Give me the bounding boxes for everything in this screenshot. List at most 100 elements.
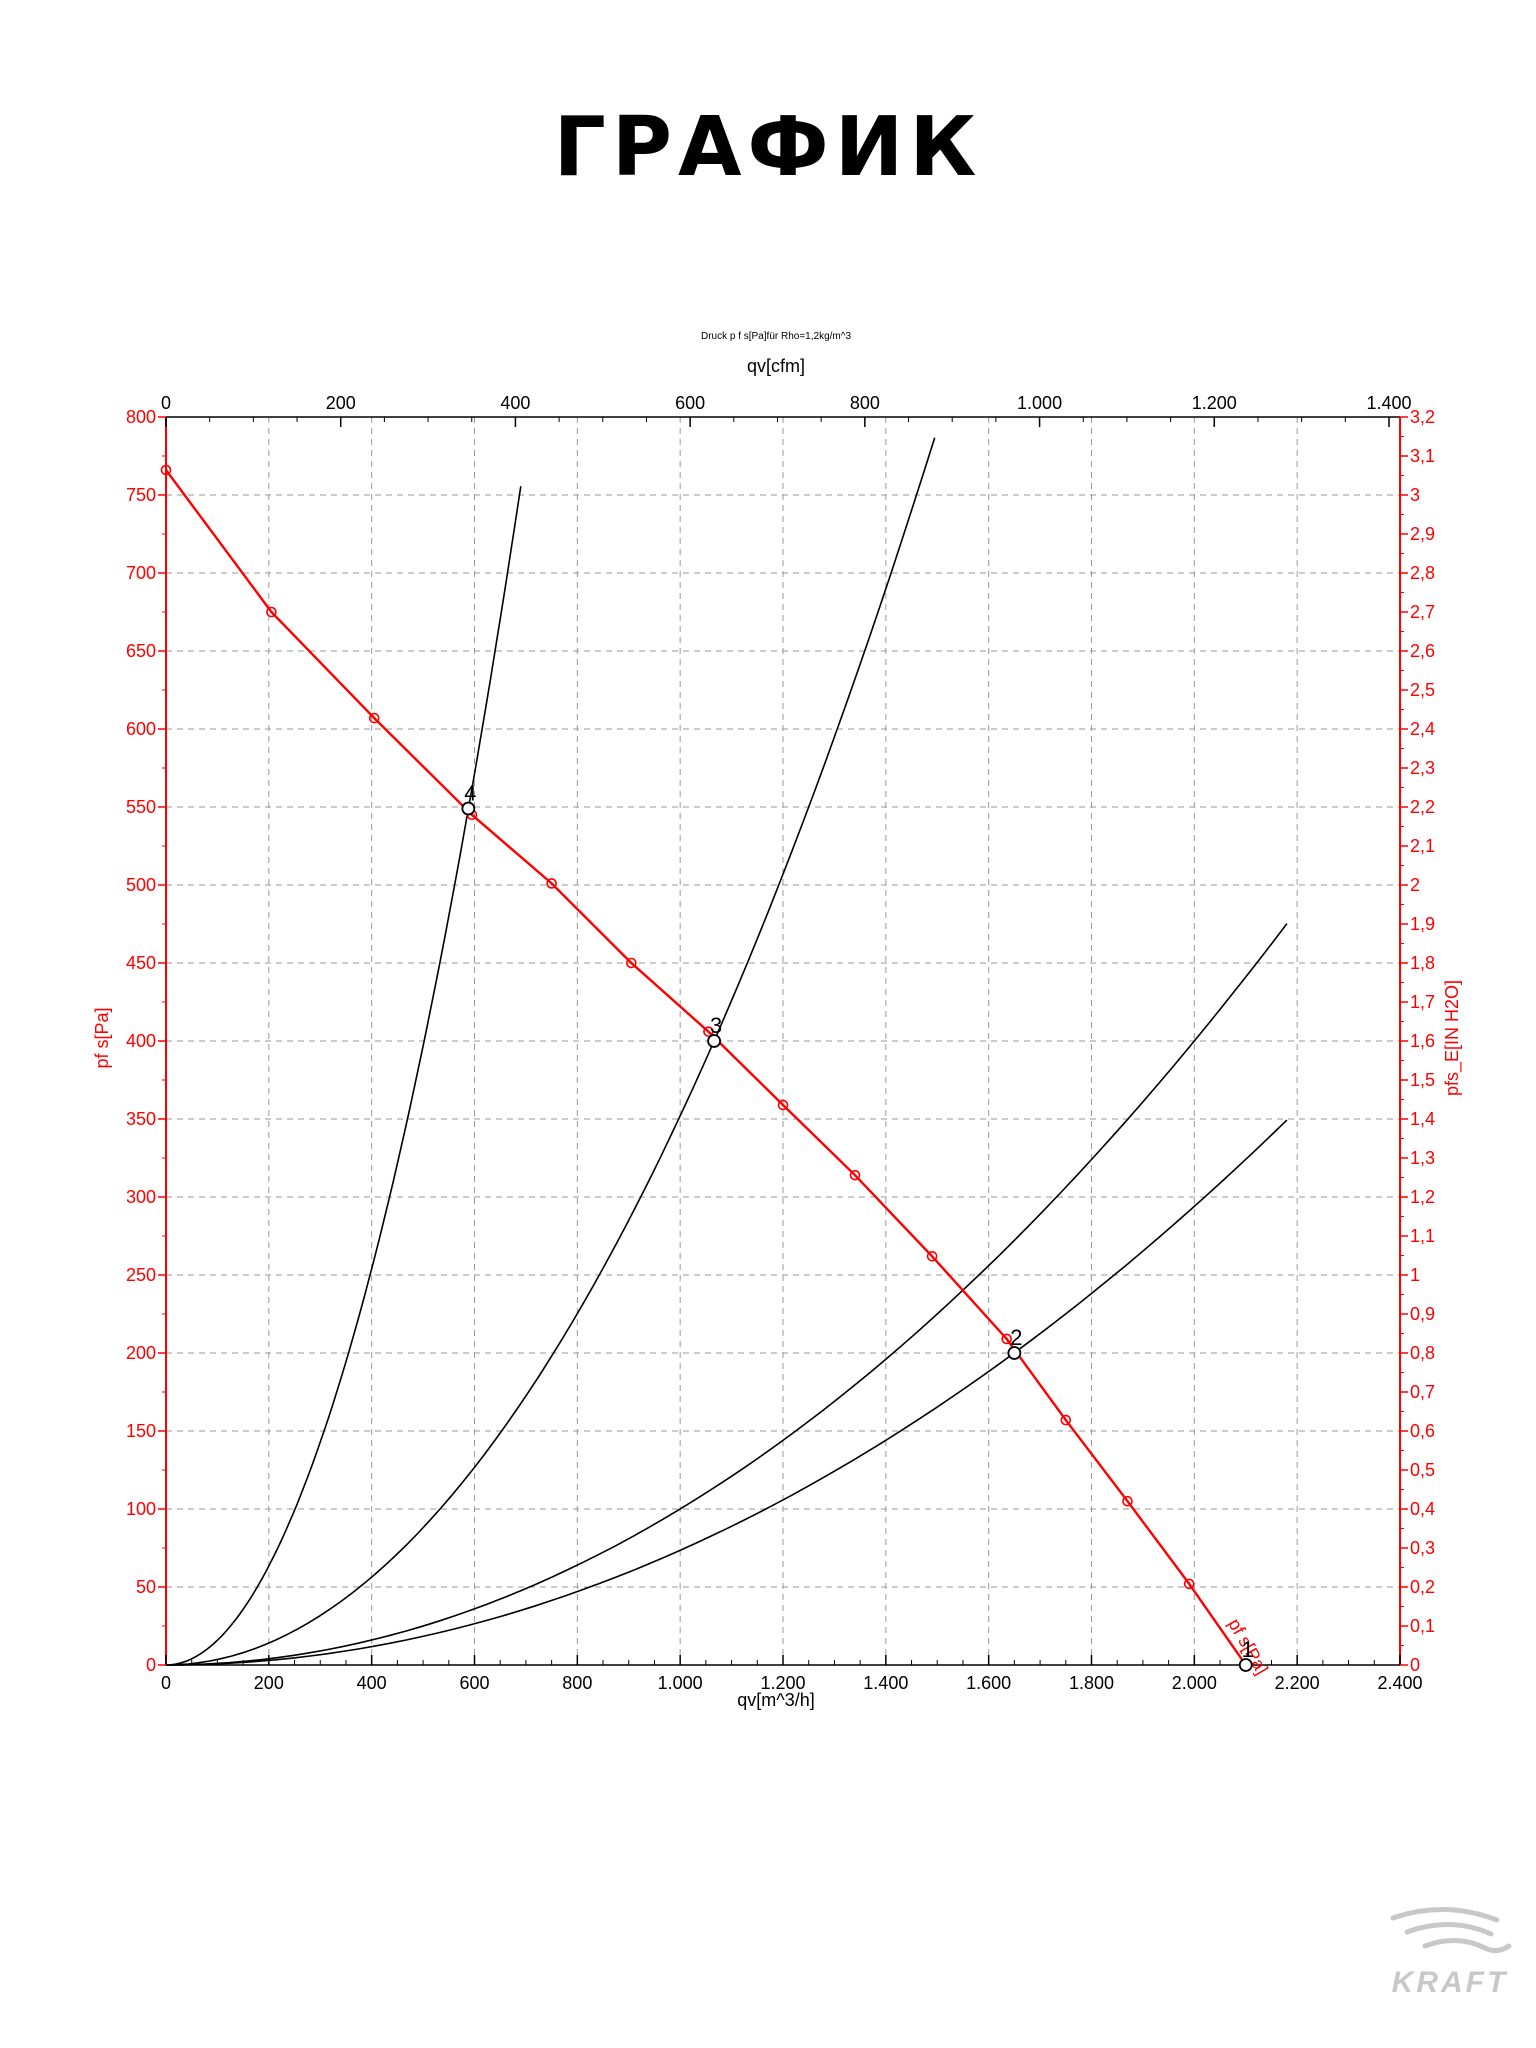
y-right-tick-label: 2,5 bbox=[1410, 680, 1435, 700]
operating-point-label-3: 3 bbox=[710, 1013, 722, 1038]
y-left-tick-label: 300 bbox=[126, 1187, 156, 1207]
y-right-tick-label: 2,6 bbox=[1410, 641, 1435, 661]
y-right-tick-label: 2 bbox=[1410, 875, 1420, 895]
grid bbox=[166, 417, 1400, 1665]
fan-curve-marker bbox=[1183, 1578, 1195, 1590]
fan-curve-marker-dot bbox=[1064, 1418, 1067, 1422]
y-left-tick-label: 350 bbox=[126, 1109, 156, 1129]
y-right-tick-label: 2,9 bbox=[1410, 524, 1435, 544]
chart-title: Druck p f s[Pa]für Rho=1,2kg/m^3 bbox=[701, 331, 851, 342]
fan-curve-marker-dot bbox=[1126, 1500, 1129, 1503]
x-top-axis-label: qv[cfm] bbox=[747, 356, 805, 376]
x-bottom-tick-label: 0 bbox=[161, 1673, 171, 1693]
x-top-tick-label: 1.400 bbox=[1366, 393, 1411, 413]
y-right-tick-label: 3,2 bbox=[1410, 407, 1435, 427]
y-left-tick-label: 200 bbox=[126, 1343, 156, 1363]
operating-point-1 bbox=[1238, 1658, 1253, 1672]
x-bottom-tick-label: 400 bbox=[357, 1673, 387, 1693]
fan-curve-marker bbox=[368, 712, 380, 724]
system-curve-4 bbox=[165, 486, 522, 1666]
x-bottom-tick-label: 2.400 bbox=[1377, 1673, 1422, 1693]
x-top-tick-label: 0 bbox=[161, 393, 171, 413]
x-bottom-tick-label: 1.000 bbox=[658, 1673, 703, 1693]
y-left-tick-label: 500 bbox=[126, 875, 156, 895]
y-right-tick-label: 1 bbox=[1410, 1265, 1420, 1285]
x-bottom-tick-label: 1.600 bbox=[966, 1673, 1011, 1693]
y-right-tick-label: 0,4 bbox=[1410, 1499, 1435, 1519]
fan-curve-marker bbox=[926, 1250, 938, 1262]
fan-curve-marker bbox=[1060, 1414, 1072, 1426]
operating-point-label-2: 2 bbox=[1010, 1325, 1022, 1350]
y-left-tick-label: 750 bbox=[126, 485, 156, 505]
x-bottom-tick-label: 2.200 bbox=[1275, 1673, 1320, 1693]
y-right-tick-label: 1,3 bbox=[1410, 1148, 1435, 1168]
fan-curve-marker-dot bbox=[853, 1173, 857, 1177]
fan-curve-marker bbox=[849, 1169, 861, 1181]
y-right-tick-label: 3 bbox=[1410, 485, 1420, 505]
logo-text: KRAFT bbox=[1392, 1966, 1509, 1999]
y-right-tick-label: 2,1 bbox=[1410, 836, 1435, 856]
system-curve-1 bbox=[165, 923, 1288, 1666]
fan-curve-marker-dot bbox=[707, 1030, 710, 1033]
operating-point-label-1: 1 bbox=[1242, 1637, 1254, 1662]
x-top-tick-label: 800 bbox=[850, 393, 880, 413]
fan-curve-marker bbox=[777, 1099, 789, 1111]
x-bottom-tick-label: 200 bbox=[254, 1673, 284, 1693]
y-right-tick-label: 2,2 bbox=[1410, 797, 1435, 817]
y-right-tick-label: 0 bbox=[1410, 1655, 1420, 1675]
x-top-tick-label: 1.200 bbox=[1192, 393, 1237, 413]
y-right-tick-label: 1,1 bbox=[1410, 1226, 1435, 1246]
operating-point-2 bbox=[1007, 1346, 1022, 1360]
operating-point-4 bbox=[461, 801, 476, 816]
fan-curve-marker bbox=[1001, 1333, 1012, 1345]
y-right-tick-label: 0,5 bbox=[1410, 1460, 1435, 1480]
system-curve-3 bbox=[165, 437, 936, 1666]
y-left-tick-label: 100 bbox=[126, 1499, 156, 1519]
y-left-tick-label: 150 bbox=[126, 1421, 156, 1441]
operating-point-label-4: 4 bbox=[464, 781, 476, 806]
y-left-tick-label: 50 bbox=[136, 1577, 156, 1597]
y-right-axis-label: pfs_E[IN H2O] bbox=[1442, 980, 1463, 1096]
fan-curve-marker bbox=[160, 464, 172, 476]
y-right-tick-label: 2,8 bbox=[1410, 563, 1435, 583]
x-bottom-tick-label: 1.800 bbox=[1069, 1673, 1114, 1693]
fan-curve-marker-dot bbox=[1005, 1337, 1008, 1341]
fan-curve-marker-dot bbox=[1187, 1582, 1191, 1586]
y-right-tick-label: 0,2 bbox=[1410, 1577, 1435, 1597]
x-top-tick-label: 1.000 bbox=[1017, 393, 1062, 413]
x-bottom-tick-label: 800 bbox=[562, 1673, 592, 1693]
operating-points: 1 2 3 4 bbox=[461, 781, 1254, 1672]
kraft-logo: KRAFT bbox=[1390, 1906, 1512, 1999]
x-bottom-tick-label: 1.200 bbox=[760, 1673, 805, 1693]
fan-curve-marker bbox=[703, 1026, 714, 1037]
y-right-tick-label: 0,7 bbox=[1410, 1382, 1435, 1402]
eagle-wing-icon bbox=[1390, 1906, 1512, 1954]
y-right-tick-label: 0,1 bbox=[1410, 1616, 1435, 1636]
y-right-tick-label: 1,8 bbox=[1410, 953, 1435, 973]
y-right-tick-label: 2,7 bbox=[1410, 602, 1435, 622]
y-right-tick-label: 3,1 bbox=[1410, 446, 1435, 466]
x-bottom-tick-label: 1.400 bbox=[863, 1673, 908, 1693]
y-left-tick-label: 800 bbox=[126, 407, 156, 427]
y-right-tick-label: 1,2 bbox=[1410, 1187, 1435, 1207]
y-left-tick-label: 400 bbox=[126, 1031, 156, 1051]
y-left-tick-label: 600 bbox=[126, 719, 156, 739]
fan-curve-marker-dot bbox=[270, 610, 273, 614]
x-bottom-tick-label: 2.000 bbox=[1172, 1673, 1217, 1693]
y-right-tick-label: 1,4 bbox=[1410, 1109, 1435, 1129]
x-bottom-axis-label: qv[m^3/h] bbox=[737, 1690, 814, 1710]
y-left-axis-label: pf s[Pa] bbox=[92, 1007, 112, 1068]
fan-curve-marker bbox=[266, 606, 277, 618]
y-right-tick-label: 0,9 bbox=[1410, 1304, 1435, 1324]
y-right-tick-label: 2,3 bbox=[1410, 758, 1435, 778]
y-right-tick-label: 1,9 bbox=[1410, 914, 1435, 934]
y-left-tick-label: 700 bbox=[126, 563, 156, 583]
y-right-tick-label: 2,4 bbox=[1410, 719, 1435, 739]
x-top-tick-label: 200 bbox=[326, 393, 356, 413]
x-bottom-tick-label: 600 bbox=[459, 1673, 489, 1693]
system-curve-2 bbox=[165, 1119, 1288, 1666]
y-right-tick-label: 1,5 bbox=[1410, 1070, 1435, 1090]
fan-curve-line bbox=[165, 469, 1247, 1666]
y-right-tick-label: 1,6 bbox=[1410, 1031, 1435, 1051]
